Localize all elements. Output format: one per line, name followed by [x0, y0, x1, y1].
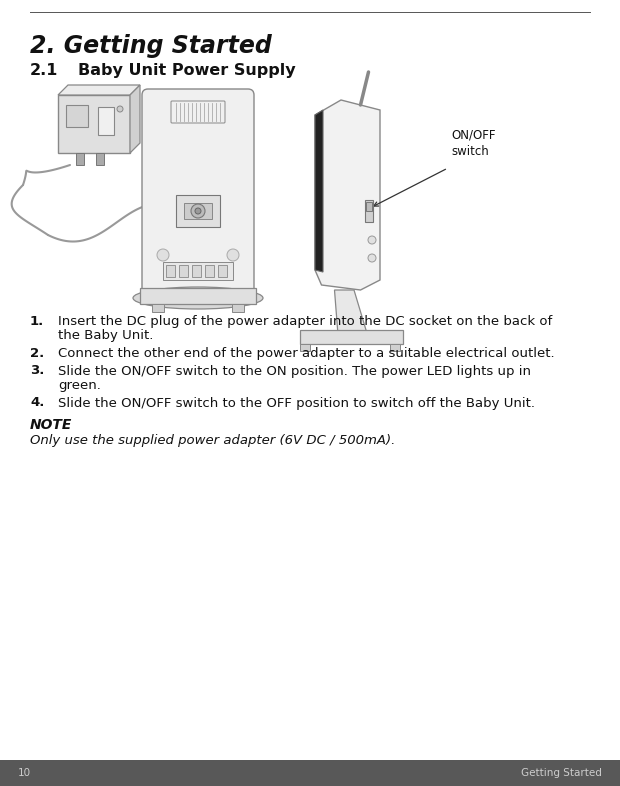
Bar [176, 195, 220, 227]
Circle shape [368, 236, 376, 244]
Text: 10: 10 [18, 768, 31, 778]
Circle shape [227, 249, 239, 261]
Bar [98, 107, 114, 135]
Bar [184, 203, 212, 219]
Bar [192, 265, 201, 277]
Text: ON/OFF
switch: ON/OFF switch [451, 129, 495, 158]
Text: 2.1: 2.1 [30, 63, 58, 78]
Bar [300, 330, 403, 344]
Text: Baby Unit Power Supply: Baby Unit Power Supply [78, 63, 296, 78]
Bar [58, 95, 130, 153]
Bar [300, 344, 310, 351]
Bar [366, 202, 372, 211]
Text: the Baby Unit.: the Baby Unit. [58, 329, 153, 343]
Bar [218, 265, 227, 277]
Bar [0, 760, 620, 786]
Text: Getting Started: Getting Started [521, 768, 602, 778]
FancyBboxPatch shape [142, 89, 254, 296]
Text: Connect the other end of the power adapter to a suitable electrical outlet.: Connect the other end of the power adapt… [58, 347, 555, 360]
Bar [390, 344, 400, 351]
Circle shape [157, 249, 169, 261]
Bar [179, 265, 188, 277]
Bar [166, 265, 175, 277]
Circle shape [191, 204, 205, 218]
Text: 4.: 4. [30, 396, 45, 410]
Polygon shape [58, 85, 140, 95]
Bar [76, 153, 84, 165]
Polygon shape [315, 100, 380, 290]
Text: Slide the ON/OFF switch to the OFF position to switch off the Baby Unit.: Slide the ON/OFF switch to the OFF posit… [58, 396, 535, 410]
Text: green.: green. [58, 379, 101, 392]
Bar [232, 304, 244, 312]
Text: 2.: 2. [30, 347, 44, 360]
Bar [205, 265, 214, 277]
Polygon shape [315, 110, 323, 272]
Text: 3.: 3. [30, 365, 45, 377]
Bar [66, 105, 88, 127]
Text: 1.: 1. [30, 315, 44, 328]
Polygon shape [130, 85, 140, 153]
Bar [152, 304, 164, 312]
Bar [96, 153, 104, 165]
Bar [365, 200, 373, 222]
Circle shape [117, 106, 123, 112]
Circle shape [195, 208, 201, 214]
Bar [140, 288, 256, 304]
Text: Slide the ON/OFF switch to the ON position. The power LED lights up in: Slide the ON/OFF switch to the ON positi… [58, 365, 531, 377]
Circle shape [368, 254, 376, 262]
Text: 2. Getting Started: 2. Getting Started [30, 34, 272, 58]
Polygon shape [335, 290, 368, 335]
Text: NOTE: NOTE [30, 418, 73, 432]
Text: Insert the DC plug of the power adapter into the DC socket on the back of: Insert the DC plug of the power adapter … [58, 315, 552, 328]
Ellipse shape [133, 287, 263, 309]
Bar [163, 262, 233, 280]
Text: Only use the supplied power adapter (6V DC / 500mA).: Only use the supplied power adapter (6V … [30, 434, 396, 447]
